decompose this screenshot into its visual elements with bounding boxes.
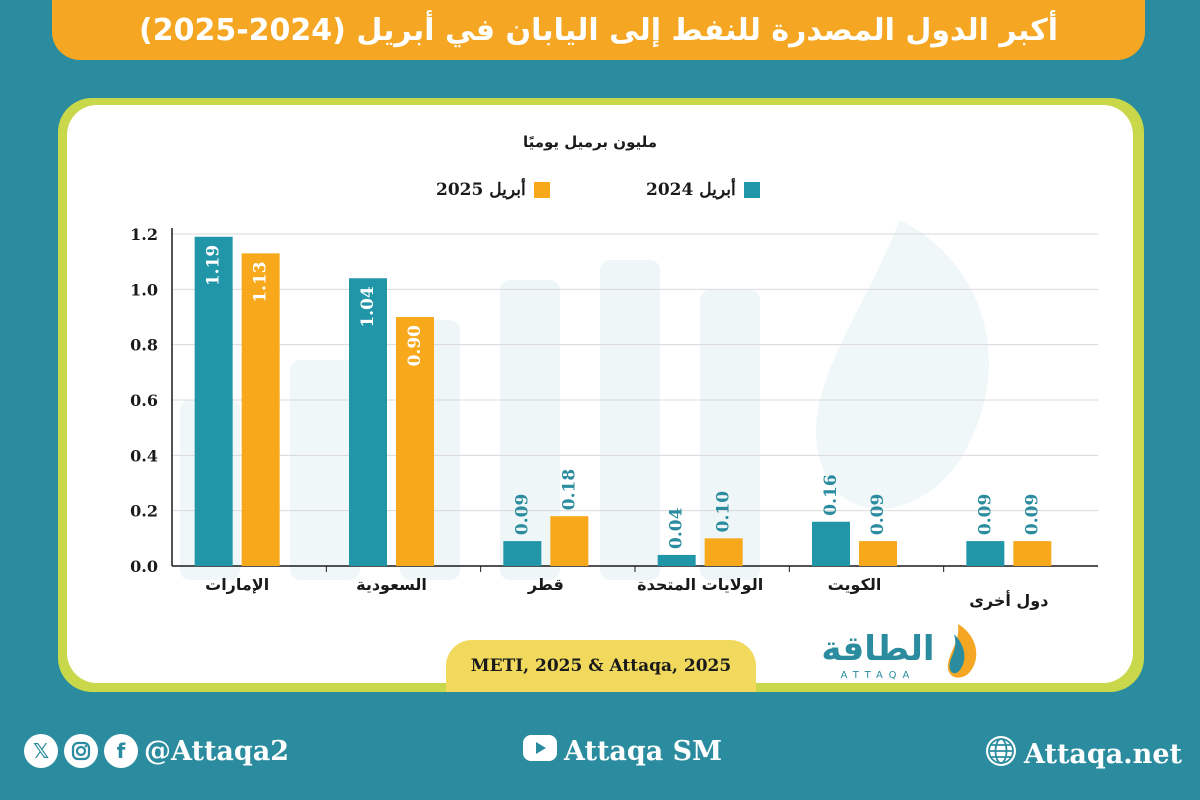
legend-swatch-2025 xyxy=(533,182,550,198)
bar-value-label: 0.09 xyxy=(1022,494,1042,535)
facebook-icon[interactable]: f xyxy=(104,734,138,768)
y-tick-label: 0.6 xyxy=(130,391,158,410)
instagram-icon[interactable] xyxy=(64,734,98,768)
website-link[interactable]: Attaqa.net xyxy=(1024,739,1182,770)
legend-item-2025: أبريل 2025 xyxy=(436,180,550,200)
footer-social: 𝕏 f @Attaqa2 xyxy=(24,734,289,768)
bar-value-label: 1.19 xyxy=(204,245,224,286)
youtube-icon[interactable] xyxy=(522,734,558,769)
bar-value-label: 1.13 xyxy=(251,261,271,302)
social-handle[interactable]: @Attaqa2 xyxy=(144,735,290,767)
bar-value-label: 1.04 xyxy=(358,286,378,328)
title-bar: أكبر الدول المصدرة للنفط إلى اليابان في … xyxy=(52,0,1145,60)
bar xyxy=(812,521,850,566)
x-category-label: السعودية xyxy=(356,575,427,594)
bar xyxy=(550,516,589,566)
globe-icon xyxy=(984,734,1018,775)
bar-value-label: 0.10 xyxy=(714,491,734,533)
source-label: METI, 2025 & Attaqa, 2025 xyxy=(446,640,756,692)
chart-title: أكبر الدول المصدرة للنفط إلى اليابان في … xyxy=(139,12,1058,48)
bar-value-label: 0.04 xyxy=(667,507,687,549)
x-category-label: قطر xyxy=(527,575,564,594)
bar xyxy=(503,541,542,566)
y-tick-label: 1.0 xyxy=(130,280,158,299)
bar-value-label: 0.18 xyxy=(559,469,579,510)
bar xyxy=(1013,541,1052,566)
bar-value-label: 0.90 xyxy=(405,325,425,367)
bar xyxy=(966,541,1005,566)
bar-value-label: 0.16 xyxy=(821,474,841,515)
bar xyxy=(194,236,233,566)
bar-value-label: 0.09 xyxy=(868,494,888,535)
x-category-label: دول أخرى xyxy=(969,590,1048,610)
bar xyxy=(704,538,743,566)
youtube-label[interactable]: Attaqa SM xyxy=(564,736,723,767)
bar-value-label: 0.09 xyxy=(975,494,995,535)
y-tick-label: 0.8 xyxy=(130,336,158,355)
unit-label: مليون برميل يوميًا xyxy=(522,133,658,151)
bar xyxy=(241,253,280,566)
legend-item-2024: أبريل 2024 xyxy=(646,180,760,200)
logo-text: الطاقة xyxy=(821,629,934,669)
legend-label-2025: أبريل 2025 xyxy=(436,180,526,200)
bar xyxy=(657,554,696,566)
x-category-label: الكويت xyxy=(828,575,882,594)
footer-youtube: Attaqa SM xyxy=(522,734,722,769)
y-tick-label: 1.2 xyxy=(130,225,158,244)
logo-subtext: ATTAQA xyxy=(841,670,916,681)
attaqa-logo: الطاقة ATTAQA xyxy=(821,624,977,681)
bar xyxy=(396,317,434,566)
legend-swatch-2024 xyxy=(743,182,760,198)
bar-value-label: 0.09 xyxy=(512,494,532,535)
bar xyxy=(859,541,897,566)
x-category-label: الولايات المتحدة xyxy=(637,575,763,594)
x-category-label: الإمارات xyxy=(205,575,269,594)
x-icon[interactable]: 𝕏 xyxy=(24,734,58,768)
y-tick-label: 0.4 xyxy=(130,446,158,465)
footer-website: Attaqa.net xyxy=(984,734,1182,775)
y-tick-label: 0.0 xyxy=(130,557,158,576)
legend-label-2024: أبريل 2024 xyxy=(646,180,736,200)
y-tick-label: 0.2 xyxy=(130,502,158,521)
bar xyxy=(349,278,387,566)
